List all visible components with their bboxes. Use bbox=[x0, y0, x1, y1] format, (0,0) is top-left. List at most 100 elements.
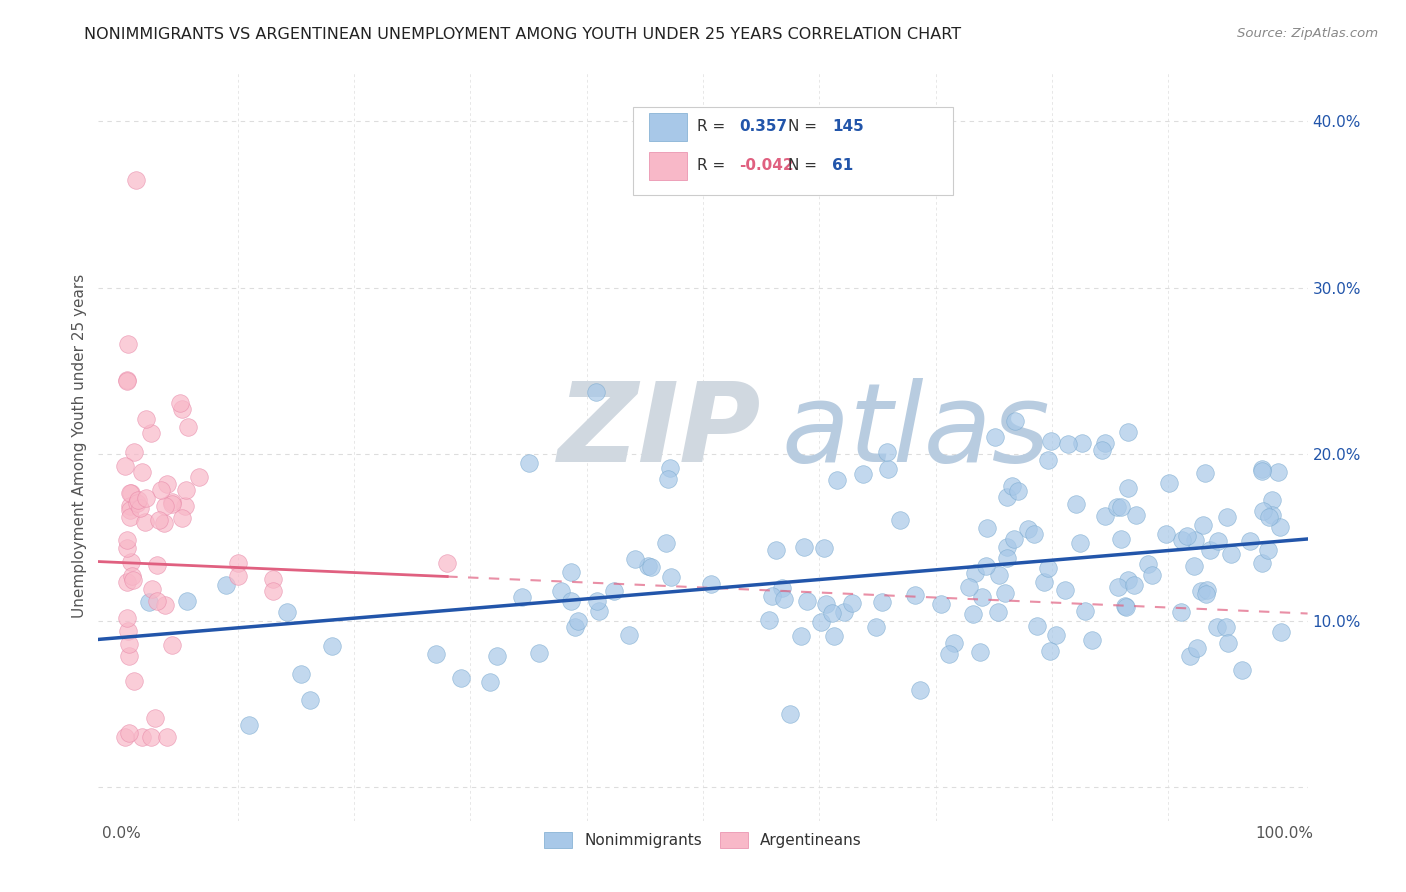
Point bbox=[1261, 508, 1284, 522]
Point bbox=[770, 582, 793, 596]
Point bbox=[995, 540, 1018, 554]
Point bbox=[1170, 605, 1192, 619]
Point bbox=[1122, 578, 1144, 592]
Point bbox=[114, 459, 136, 474]
Point bbox=[153, 516, 176, 530]
Point bbox=[659, 570, 682, 584]
Point bbox=[870, 594, 893, 608]
Point bbox=[1270, 625, 1292, 640]
Point bbox=[658, 461, 681, 475]
Point bbox=[1022, 526, 1045, 541]
Point bbox=[156, 731, 179, 745]
Point bbox=[117, 373, 139, 387]
FancyBboxPatch shape bbox=[648, 112, 688, 141]
Point bbox=[135, 491, 157, 505]
Point bbox=[588, 604, 610, 618]
Point bbox=[1257, 543, 1279, 558]
Point bbox=[120, 486, 142, 500]
Point bbox=[1074, 605, 1097, 619]
Point bbox=[1057, 437, 1080, 451]
Point bbox=[436, 556, 458, 570]
Point bbox=[160, 639, 183, 653]
Point bbox=[170, 511, 193, 525]
Point bbox=[974, 558, 997, 573]
Point bbox=[796, 594, 818, 608]
Point bbox=[169, 396, 191, 410]
Point bbox=[118, 726, 141, 740]
Point bbox=[1175, 529, 1198, 543]
Point bbox=[994, 586, 1017, 600]
Point bbox=[321, 639, 343, 653]
Point bbox=[122, 674, 145, 689]
Point bbox=[1094, 508, 1116, 523]
Point bbox=[1071, 436, 1094, 450]
Point bbox=[139, 425, 162, 440]
Point bbox=[640, 560, 662, 574]
Point bbox=[976, 521, 998, 535]
FancyBboxPatch shape bbox=[633, 106, 953, 195]
Point bbox=[1054, 582, 1077, 597]
Point bbox=[149, 483, 172, 498]
Point bbox=[1080, 632, 1102, 647]
Point bbox=[120, 555, 142, 569]
Point bbox=[1184, 533, 1206, 547]
Point bbox=[1026, 619, 1049, 633]
Point bbox=[772, 591, 794, 606]
Text: -0.042: -0.042 bbox=[740, 158, 794, 172]
Text: 0.357: 0.357 bbox=[740, 119, 787, 134]
Point bbox=[141, 731, 163, 745]
Point bbox=[637, 559, 659, 574]
Point bbox=[127, 496, 149, 510]
Point bbox=[1197, 583, 1219, 598]
Point bbox=[121, 574, 143, 588]
Point bbox=[1116, 425, 1139, 439]
Point bbox=[148, 513, 170, 527]
Point bbox=[145, 593, 167, 607]
Point bbox=[1187, 641, 1209, 656]
Point bbox=[567, 614, 589, 628]
Point bbox=[962, 607, 984, 621]
Point bbox=[118, 486, 141, 500]
Point bbox=[122, 445, 145, 459]
Point bbox=[1258, 509, 1281, 524]
Point bbox=[486, 649, 509, 664]
Point bbox=[550, 584, 572, 599]
Point bbox=[1036, 561, 1059, 575]
Point bbox=[1194, 587, 1216, 601]
Point bbox=[957, 580, 980, 594]
Legend: Nonimmigrants, Argentineans: Nonimmigrants, Argentineans bbox=[538, 826, 868, 855]
Point bbox=[529, 646, 551, 660]
Point bbox=[1116, 573, 1139, 587]
Point bbox=[117, 611, 139, 625]
Text: R =: R = bbox=[697, 119, 725, 134]
Point bbox=[450, 671, 472, 685]
Point bbox=[995, 490, 1018, 504]
Point bbox=[965, 566, 987, 581]
Point bbox=[876, 444, 898, 458]
Point bbox=[134, 515, 156, 529]
Point bbox=[187, 470, 209, 484]
Point bbox=[174, 500, 197, 514]
Point bbox=[790, 629, 813, 643]
Point bbox=[1171, 533, 1194, 547]
Point bbox=[138, 595, 160, 609]
Point bbox=[117, 575, 139, 590]
Point bbox=[560, 594, 582, 608]
Point bbox=[1069, 536, 1091, 550]
Point bbox=[585, 593, 607, 607]
Point bbox=[425, 647, 447, 661]
Text: atlas: atlas bbox=[782, 377, 1050, 484]
Point bbox=[177, 420, 200, 434]
Point bbox=[1004, 414, 1026, 428]
Point bbox=[1219, 547, 1241, 561]
Point bbox=[603, 584, 626, 599]
Text: 145: 145 bbox=[832, 119, 865, 134]
Point bbox=[1040, 434, 1063, 448]
Point bbox=[1199, 543, 1222, 558]
Point bbox=[131, 731, 153, 745]
Point bbox=[118, 648, 141, 663]
Point bbox=[1118, 481, 1140, 495]
FancyBboxPatch shape bbox=[648, 152, 688, 180]
Point bbox=[160, 496, 183, 510]
Point bbox=[1140, 568, 1163, 582]
